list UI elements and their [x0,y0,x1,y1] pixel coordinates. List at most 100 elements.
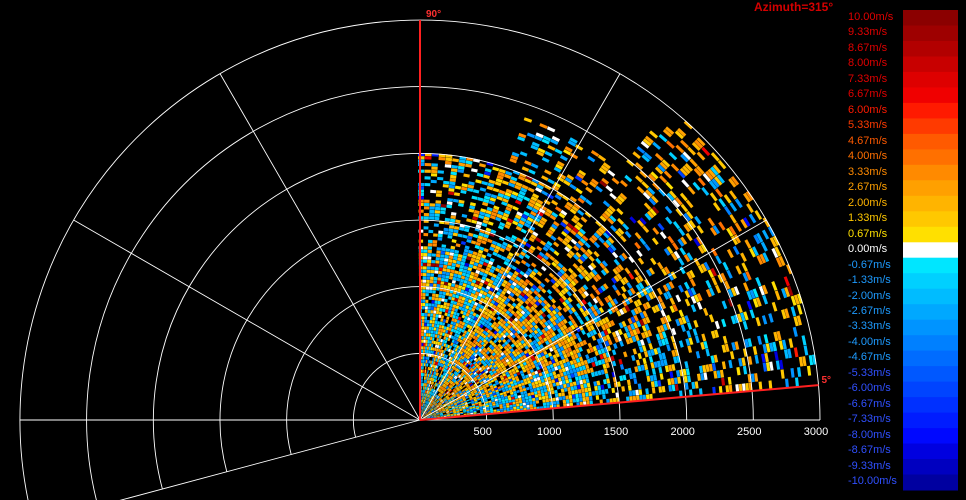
velocity-cell [460,324,464,329]
velocity-cell [694,215,702,225]
velocity-cell [446,382,450,386]
velocity-cell [534,202,542,208]
velocity-cell [641,288,648,296]
velocity-cell [421,336,424,340]
velocity-cell [439,393,442,397]
velocity-cell [496,352,500,356]
velocity-cell [494,345,499,350]
velocity-cell [428,384,431,388]
velocity-cell [629,373,634,380]
velocity-cell [468,232,474,237]
velocity-cell [479,387,484,391]
velocity-cell [505,170,513,176]
velocity-cell [585,392,589,397]
velocity-cell [483,387,488,391]
velocity-cell [477,327,482,331]
velocity-cell [523,337,528,343]
velocity-cell [434,344,438,348]
velocity-cell [458,335,462,339]
velocity-cell [531,207,539,214]
velocity-cell [648,292,654,300]
velocity-cell [452,293,456,298]
velocity-cell [441,391,444,394]
velocity-cell [430,381,433,385]
velocity-cell [520,310,526,315]
velocity-cell [482,291,488,296]
velocity-cell [422,359,425,363]
velocity-cell [547,193,555,200]
velocity-cell [644,212,652,221]
velocity-cell [433,415,437,417]
velocity-cell [584,211,592,218]
velocity-cell [431,260,436,264]
velocity-cell [569,360,574,365]
velocity-cell [500,255,507,261]
velocity-cell [546,319,552,325]
velocity-cell [509,402,513,405]
velocity-cell [422,414,425,418]
velocity-cell [484,259,490,264]
velocity-cell [528,333,533,339]
velocity-cell [492,281,498,286]
velocity-cell [553,335,559,341]
velocity-cell [436,307,440,311]
velocity-cell [640,364,645,371]
velocity-cell [469,397,474,401]
velocity-cell [677,238,685,247]
colorbar-label: -6.00m/s [848,382,891,395]
velocity-cell [441,383,445,387]
velocity-cell [641,154,650,163]
velocity-cell [584,315,590,322]
velocity-cell [437,380,440,384]
velocity-cell [558,380,563,386]
velocity-cell [651,290,657,299]
colorbar-label: 5.33m/s [848,119,888,132]
velocity-cell [599,337,605,343]
velocity-cell [536,387,541,391]
velocity-cell [423,233,429,237]
velocity-cell [462,396,466,400]
velocity-cell [472,251,478,256]
velocity-cell [511,361,516,366]
velocity-cell [516,237,522,243]
colorbar-swatch [903,133,958,150]
velocity-cell [690,304,697,313]
velocity-cell [531,316,536,322]
velocity-cell [449,331,453,336]
velocity-cell [440,386,443,389]
velocity-cell [467,235,473,240]
velocity-cell [511,368,515,372]
velocity-cell [442,184,449,188]
velocity-cell [762,252,770,263]
velocity-cell [546,402,550,406]
velocity-cell [429,343,432,347]
velocity-cell [477,322,482,327]
velocity-cell [493,301,499,307]
velocity-cell [790,368,795,378]
velocity-cell [496,283,501,288]
velocity-cell [435,263,440,268]
range-ring [152,153,688,490]
velocity-cell [444,333,448,337]
velocity-cell [424,412,428,415]
velocity-cell [427,394,430,398]
velocity-cell [484,389,488,393]
velocity-cell [527,338,533,344]
velocity-cell [572,226,579,234]
velocity-cell [505,310,511,315]
velocity-cell [449,395,453,398]
velocity-cell [599,215,607,222]
velocity-cell [567,222,574,229]
velocity-cell [499,356,504,361]
velocity-cell [578,301,585,307]
velocity-cell [453,379,457,383]
velocity-cell [427,259,432,263]
velocity-cell [453,273,458,278]
velocity-cell [477,263,483,268]
velocity-cell [558,212,566,219]
colorbar-swatch [903,397,958,414]
velocity-cell [454,333,458,337]
velocity-cell [493,385,498,389]
velocity-cell [715,188,724,198]
velocity-cell [502,373,507,377]
